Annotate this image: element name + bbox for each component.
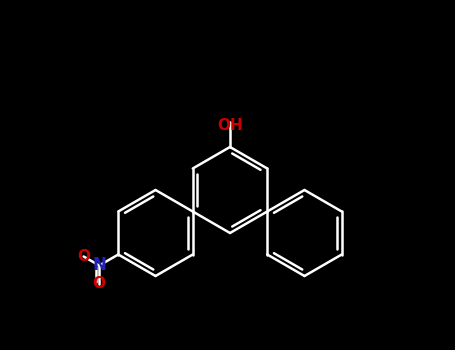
Text: O: O <box>77 249 90 264</box>
Text: O: O <box>93 276 106 291</box>
Text: OH: OH <box>217 118 243 133</box>
Text: N: N <box>92 257 106 274</box>
